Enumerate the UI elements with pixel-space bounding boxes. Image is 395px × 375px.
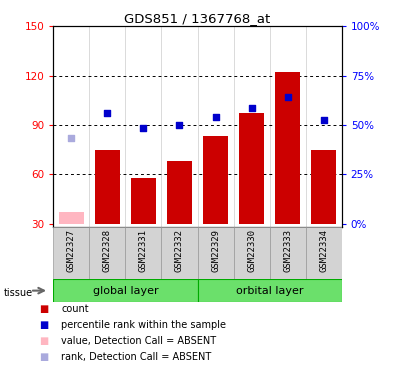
Point — [140, 125, 147, 131]
Text: global layer: global layer — [92, 286, 158, 296]
Point — [248, 105, 255, 111]
Point — [104, 110, 111, 116]
Point — [213, 114, 219, 120]
Bar — [311, 150, 336, 224]
Bar — [203, 136, 228, 224]
Text: tissue: tissue — [4, 288, 33, 298]
Text: GSM22334: GSM22334 — [319, 230, 328, 273]
Bar — [95, 150, 120, 224]
Text: GSM22330: GSM22330 — [247, 230, 256, 273]
Text: ■: ■ — [40, 304, 49, 314]
Bar — [53, 227, 89, 279]
Point — [176, 122, 182, 128]
Bar — [126, 227, 162, 279]
Text: count: count — [61, 304, 89, 314]
Text: GSM22328: GSM22328 — [103, 230, 112, 273]
Text: ■: ■ — [40, 320, 49, 330]
Text: GSM22332: GSM22332 — [175, 230, 184, 273]
Text: ■: ■ — [40, 352, 49, 362]
Bar — [89, 227, 126, 279]
Bar — [239, 113, 264, 224]
Bar — [198, 227, 233, 279]
Bar — [270, 227, 306, 279]
Text: ■: ■ — [40, 336, 49, 346]
Bar — [59, 212, 84, 223]
Bar — [306, 227, 342, 279]
Text: GSM22331: GSM22331 — [139, 230, 148, 273]
Point — [68, 135, 75, 141]
Text: percentile rank within the sample: percentile rank within the sample — [61, 320, 226, 330]
Bar — [233, 227, 270, 279]
Bar — [53, 279, 198, 302]
Title: GDS851 / 1367768_at: GDS851 / 1367768_at — [124, 12, 271, 25]
Point — [284, 94, 291, 100]
Bar — [167, 161, 192, 224]
Text: GSM22329: GSM22329 — [211, 230, 220, 273]
Text: rank, Detection Call = ABSENT: rank, Detection Call = ABSENT — [61, 352, 211, 362]
Text: orbital layer: orbital layer — [236, 286, 303, 296]
Text: value, Detection Call = ABSENT: value, Detection Call = ABSENT — [61, 336, 216, 346]
Text: GSM22333: GSM22333 — [283, 230, 292, 273]
Bar — [131, 177, 156, 224]
Text: GSM22327: GSM22327 — [67, 230, 76, 273]
Point — [320, 117, 327, 123]
Bar — [162, 227, 198, 279]
Bar — [275, 72, 300, 224]
Bar — [198, 279, 342, 302]
